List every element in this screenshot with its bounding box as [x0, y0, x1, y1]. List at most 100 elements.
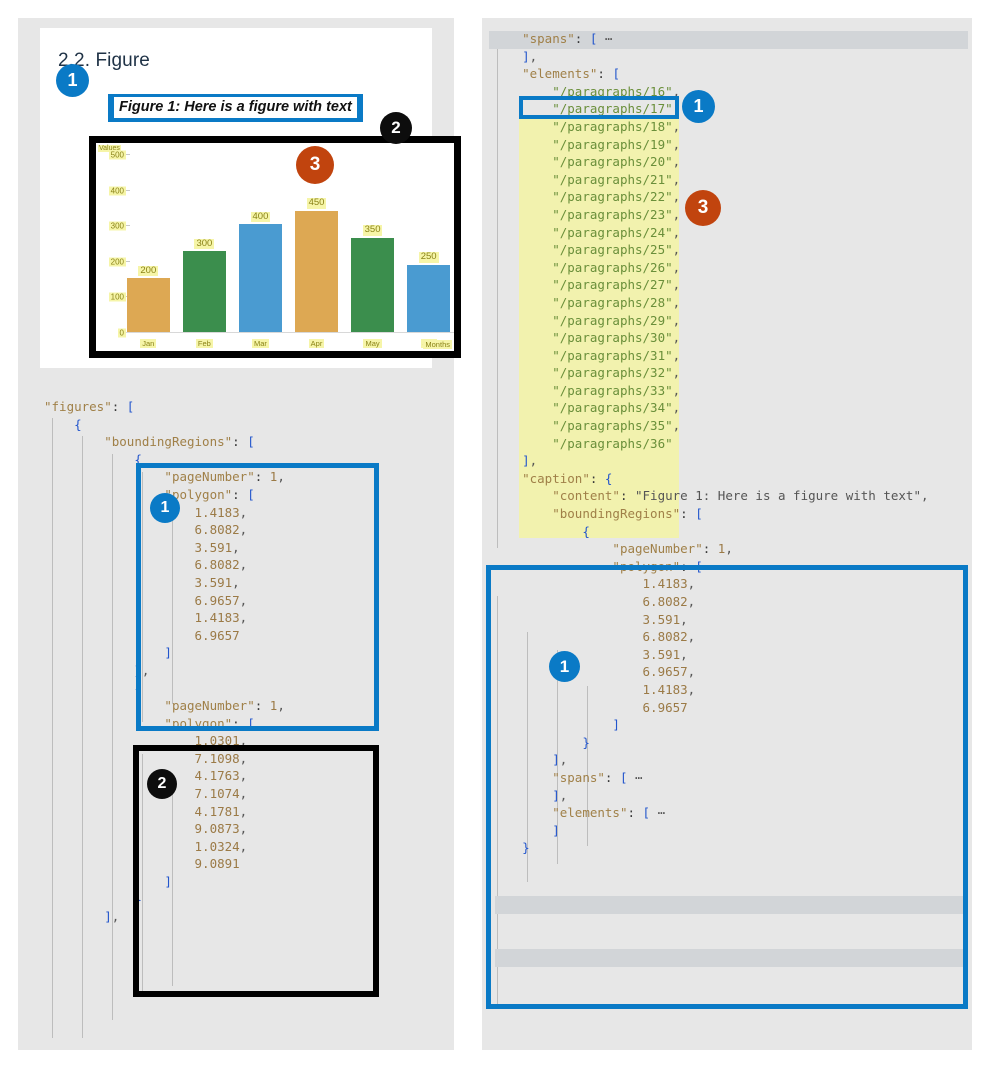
indent-guide [587, 686, 588, 846]
code-line: "/paragraphs/32", [552, 365, 681, 381]
code-line: { [582, 523, 590, 539]
code-line: 9.0873, [194, 821, 248, 837]
code-line: "elements": [ [522, 66, 620, 82]
chart-bar-column: 300 [183, 157, 226, 332]
callout-badge-2-region: 2 [147, 769, 177, 799]
chart-bar-value-label: 250 [418, 251, 439, 263]
code-line: 3.591, [194, 574, 240, 590]
chart-x-tick-wrap: Jan [127, 333, 170, 351]
code-line: 7.1074, [194, 786, 248, 802]
code-line: } [134, 891, 142, 907]
code-line: 1.0324, [194, 838, 248, 854]
left-json-code: "figures": [ { "boundingRegions": [ { "p… [44, 398, 285, 926]
code-line: 6.8082, [194, 557, 248, 573]
code-line: 4.1781, [194, 803, 248, 819]
code-line: 1.4183, [642, 681, 696, 697]
indent-guide [52, 418, 53, 1038]
code-line: 1.4183, [194, 610, 248, 626]
code-line: "/paragraphs/28", [552, 294, 681, 310]
code-line: "/paragraphs/36" [552, 435, 673, 451]
code-line: 1.4183, [194, 504, 248, 520]
chart-bar-value-label: 350 [362, 224, 383, 236]
chart-y-tick-mark [126, 260, 130, 262]
code-line: 1.4183, [642, 576, 696, 592]
code-line: 6.9657, [194, 592, 248, 608]
chart-y-tick: 0 [117, 328, 126, 338]
code-line: 3.591, [642, 611, 688, 627]
document-preview-card: 2.2. Figure Figure 1: Here is a figure w… [40, 28, 461, 368]
code-line: ], [522, 453, 538, 469]
code-line: "/paragraphs/35", [552, 418, 681, 434]
code-line: { [74, 416, 82, 432]
chart-bar-column: 200 [127, 157, 170, 332]
right-json-code: "spans": [ ⋯ ], "elements": [ "/paragrap… [492, 30, 928, 857]
code-line: 6.8082, [642, 594, 696, 609]
callout-badge-3-elements: 3 [685, 190, 721, 226]
chart-y-tick: 500 [108, 150, 126, 160]
code-line: "spans": [ ⋯ [552, 769, 643, 785]
indent-guide [142, 472, 143, 722]
code-line: "elements": [ ⋯ [552, 805, 666, 821]
chart-y-tick: 400 [108, 186, 126, 196]
code-line: "/paragraphs/33", [552, 382, 681, 398]
callout-badge-1-caption: 1 [56, 64, 89, 97]
chart-y-axis-title: Values [98, 145, 121, 152]
chart-bar-column: 400 [239, 157, 282, 332]
figure-bounding-box: Values 0 100 200 300 400 500 200 300 400 450 350 2… [89, 136, 461, 358]
indent-guide [497, 596, 498, 1006]
code-line: 7.1098, [194, 750, 248, 766]
chart-x-tick-wrap: May [351, 333, 394, 351]
chart-x-tick: Apr [308, 339, 325, 348]
chart-bar [407, 264, 450, 332]
chart-x-axis-line [126, 332, 454, 333]
code-line: 6.9657 [642, 699, 688, 715]
code-line: "polygon": [ [612, 558, 703, 574]
paragraphs-list-highlight [519, 115, 679, 538]
code-line: 6.8082, [642, 629, 696, 645]
code-line: } [522, 840, 530, 856]
chart-x-axis-title: Months [423, 340, 452, 349]
code-line: "/paragraphs/25", [552, 242, 681, 258]
code-line: "/paragraphs/19", [552, 136, 681, 152]
chart-x-tick: May [363, 339, 382, 348]
chart-bar-column: 250 [407, 157, 450, 332]
collapsed-spans-row-highlight [489, 31, 968, 49]
chart-y-tick: 200 [108, 257, 126, 267]
code-line: ] [164, 874, 172, 890]
chart-bar-column: 450 [295, 157, 338, 332]
code-line: "pageNumber": 1, [164, 469, 285, 485]
code-line: "polygon": [ [164, 715, 255, 731]
code-line: "caption": { [522, 470, 613, 486]
code-line: "/paragraphs/16", [552, 83, 681, 99]
code-line: ], [104, 909, 120, 925]
code-line: "/paragraphs/31", [552, 347, 681, 363]
code-line: "figures": [ [44, 399, 135, 414]
code-line: "/paragraphs/30", [552, 330, 681, 346]
code-line: "/paragraphs/24", [552, 224, 681, 240]
code-line: ], [522, 48, 538, 64]
chart-bar-value-label: 200 [138, 264, 159, 277]
chart-bar [239, 224, 282, 332]
code-line: "/paragraphs/18", [552, 118, 681, 134]
chart-bar [127, 278, 170, 332]
code-line: "/paragraphs/26", [552, 259, 681, 275]
callout-badge-3-figure: 3 [296, 146, 334, 184]
code-line: "pageNumber": 1, [164, 698, 285, 714]
code-line: "pageNumber": 1, [612, 541, 733, 557]
code-line: "polygon": [ [164, 486, 255, 502]
code-line: 3.591, [194, 539, 240, 555]
chart-bar-value-label: 300 [194, 237, 215, 250]
callout-badge-2-figure: 2 [380, 112, 412, 144]
code-line: 1.0301, [194, 733, 248, 749]
chart-bar [351, 237, 394, 332]
code-line: 3.591, [642, 646, 688, 662]
indent-guide [142, 754, 143, 992]
chart-y-tick: 100 [108, 292, 126, 302]
chart-bar-value-label: 400 [250, 210, 271, 223]
callout-badge-1-elements: 1 [682, 90, 715, 123]
chart-y-tick-mark [126, 225, 130, 227]
code-line: 6.9657 [194, 627, 240, 643]
code-line: "/paragraphs/27", [552, 277, 681, 293]
code-line: ] [552, 822, 560, 838]
chart-x-tick: Mar [251, 339, 269, 348]
